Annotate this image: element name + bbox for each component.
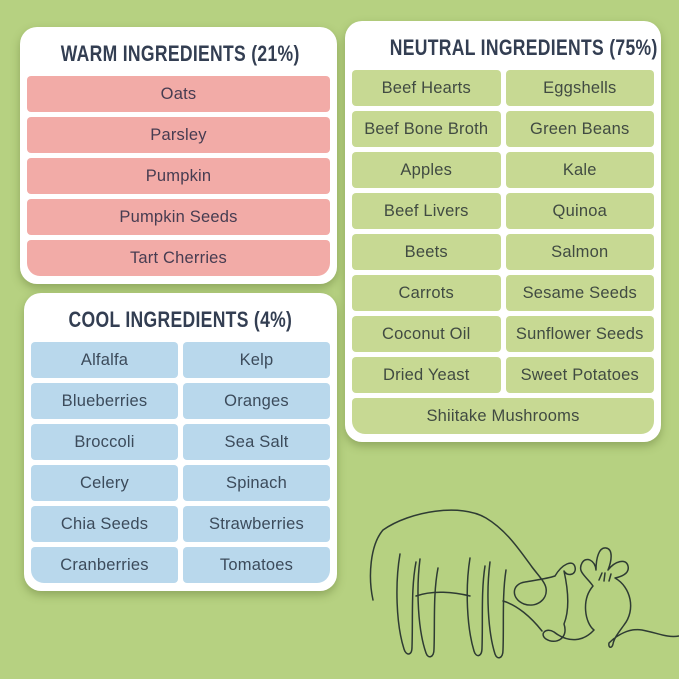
ingredient-cell: Pumpkin [27,158,330,194]
ingredient-cell: Beef Livers [352,193,501,229]
ingredient-cell: Oats [27,76,330,112]
ingredient-cell: Beef Hearts [352,70,501,106]
cool-panel-title-text: COOL INGREDIENTS (4%) [68,307,293,332]
cow-and-beet-line-art [369,509,679,659]
cow-front-legs-path [466,557,507,659]
ingredient-cell: Sesame Seeds [505,275,654,311]
ingredient-cell: Broccoli [31,424,178,460]
ingredient-cell: Green Beans [505,111,654,147]
cool-ingredients-panel: COOL INGREDIENTS (4%) Alfalfa Kelp Blueber… [24,293,337,591]
warm-ingredients-list: Oats Parsley Pumpkin Pumpkin Seeds Tart Cher… [27,76,330,276]
warm-panel-title-text: WARM INGREDIENTS (21%) [60,41,300,66]
ingredient-cell: Sweet Potatoes [505,357,654,393]
neutral-ingredients-panel: NEUTRAL INGREDIENTS (75%) Beef Hearts Egg… [345,21,661,442]
neutral-panel-title-text: NEUTRAL INGREDIENTS (75%) [389,35,658,60]
warm-ingredients-panel: WARM INGREDIENTS (21%) Oats Parsley Pumpki… [20,27,337,284]
neutral-panel-title: NEUTRAL INGREDIENTS (75%) [352,34,658,61]
ingredient-cell: Cranberries [31,547,178,583]
ingredient-cell: Parsley [27,117,330,153]
ingredient-cell: Coconut Oil [352,316,501,352]
ingredient-cell: Carrots [352,275,501,311]
ingredient-cell: Quinoa [505,193,654,229]
neutral-ingredients-list: Beef Hearts Eggshells Beef Bone Broth Green… [352,70,654,434]
ingredient-cell: Apples [352,152,501,188]
ingredient-cell: Pumpkin Seeds [27,199,330,235]
ingredient-cell: Beets [352,234,501,270]
ingredient-cell: Shiitake Mushrooms [352,398,654,434]
ingredient-cell: Sea Salt [183,424,330,460]
ingredient-cell: Spinach [183,465,330,501]
warm-panel-title: WARM INGREDIENTS (21%) [27,40,330,67]
ingredient-cell: Dried Yeast [352,357,501,393]
ingredient-cell: Beef Bone Broth [352,111,501,147]
ingredient-cell: Sunflower Seeds [505,316,654,352]
cool-panel-title: COOL INGREDIENTS (4%) [31,306,330,333]
beet-stem-hatch-path [598,572,612,582]
cool-ingredients-list: Alfalfa Kelp Blueberries Oranges Broccoli Sea… [31,342,330,583]
cow-belly-path [415,591,543,632]
ingredient-cell: Strawberries [183,506,330,542]
ingredient-cell: Tart Cherries [27,240,330,276]
ingredient-cell: Chia Seeds [31,506,178,542]
ingredient-cell: Eggshells [505,70,654,106]
ingredient-cell: Alfalfa [31,342,178,378]
ingredient-cell: Salmon [505,234,654,270]
ingredient-cell: Blueberries [31,383,178,419]
cow-hind-legs-path [396,553,439,658]
ingredient-cell: Kelp [183,342,330,378]
ingredient-cell: Kale [505,152,654,188]
ingredient-cell: Celery [31,465,178,501]
cow-body-and-beet-path [369,509,679,648]
ingredient-cell: Tomatoes [183,547,330,583]
ingredient-cell: Oranges [183,383,330,419]
